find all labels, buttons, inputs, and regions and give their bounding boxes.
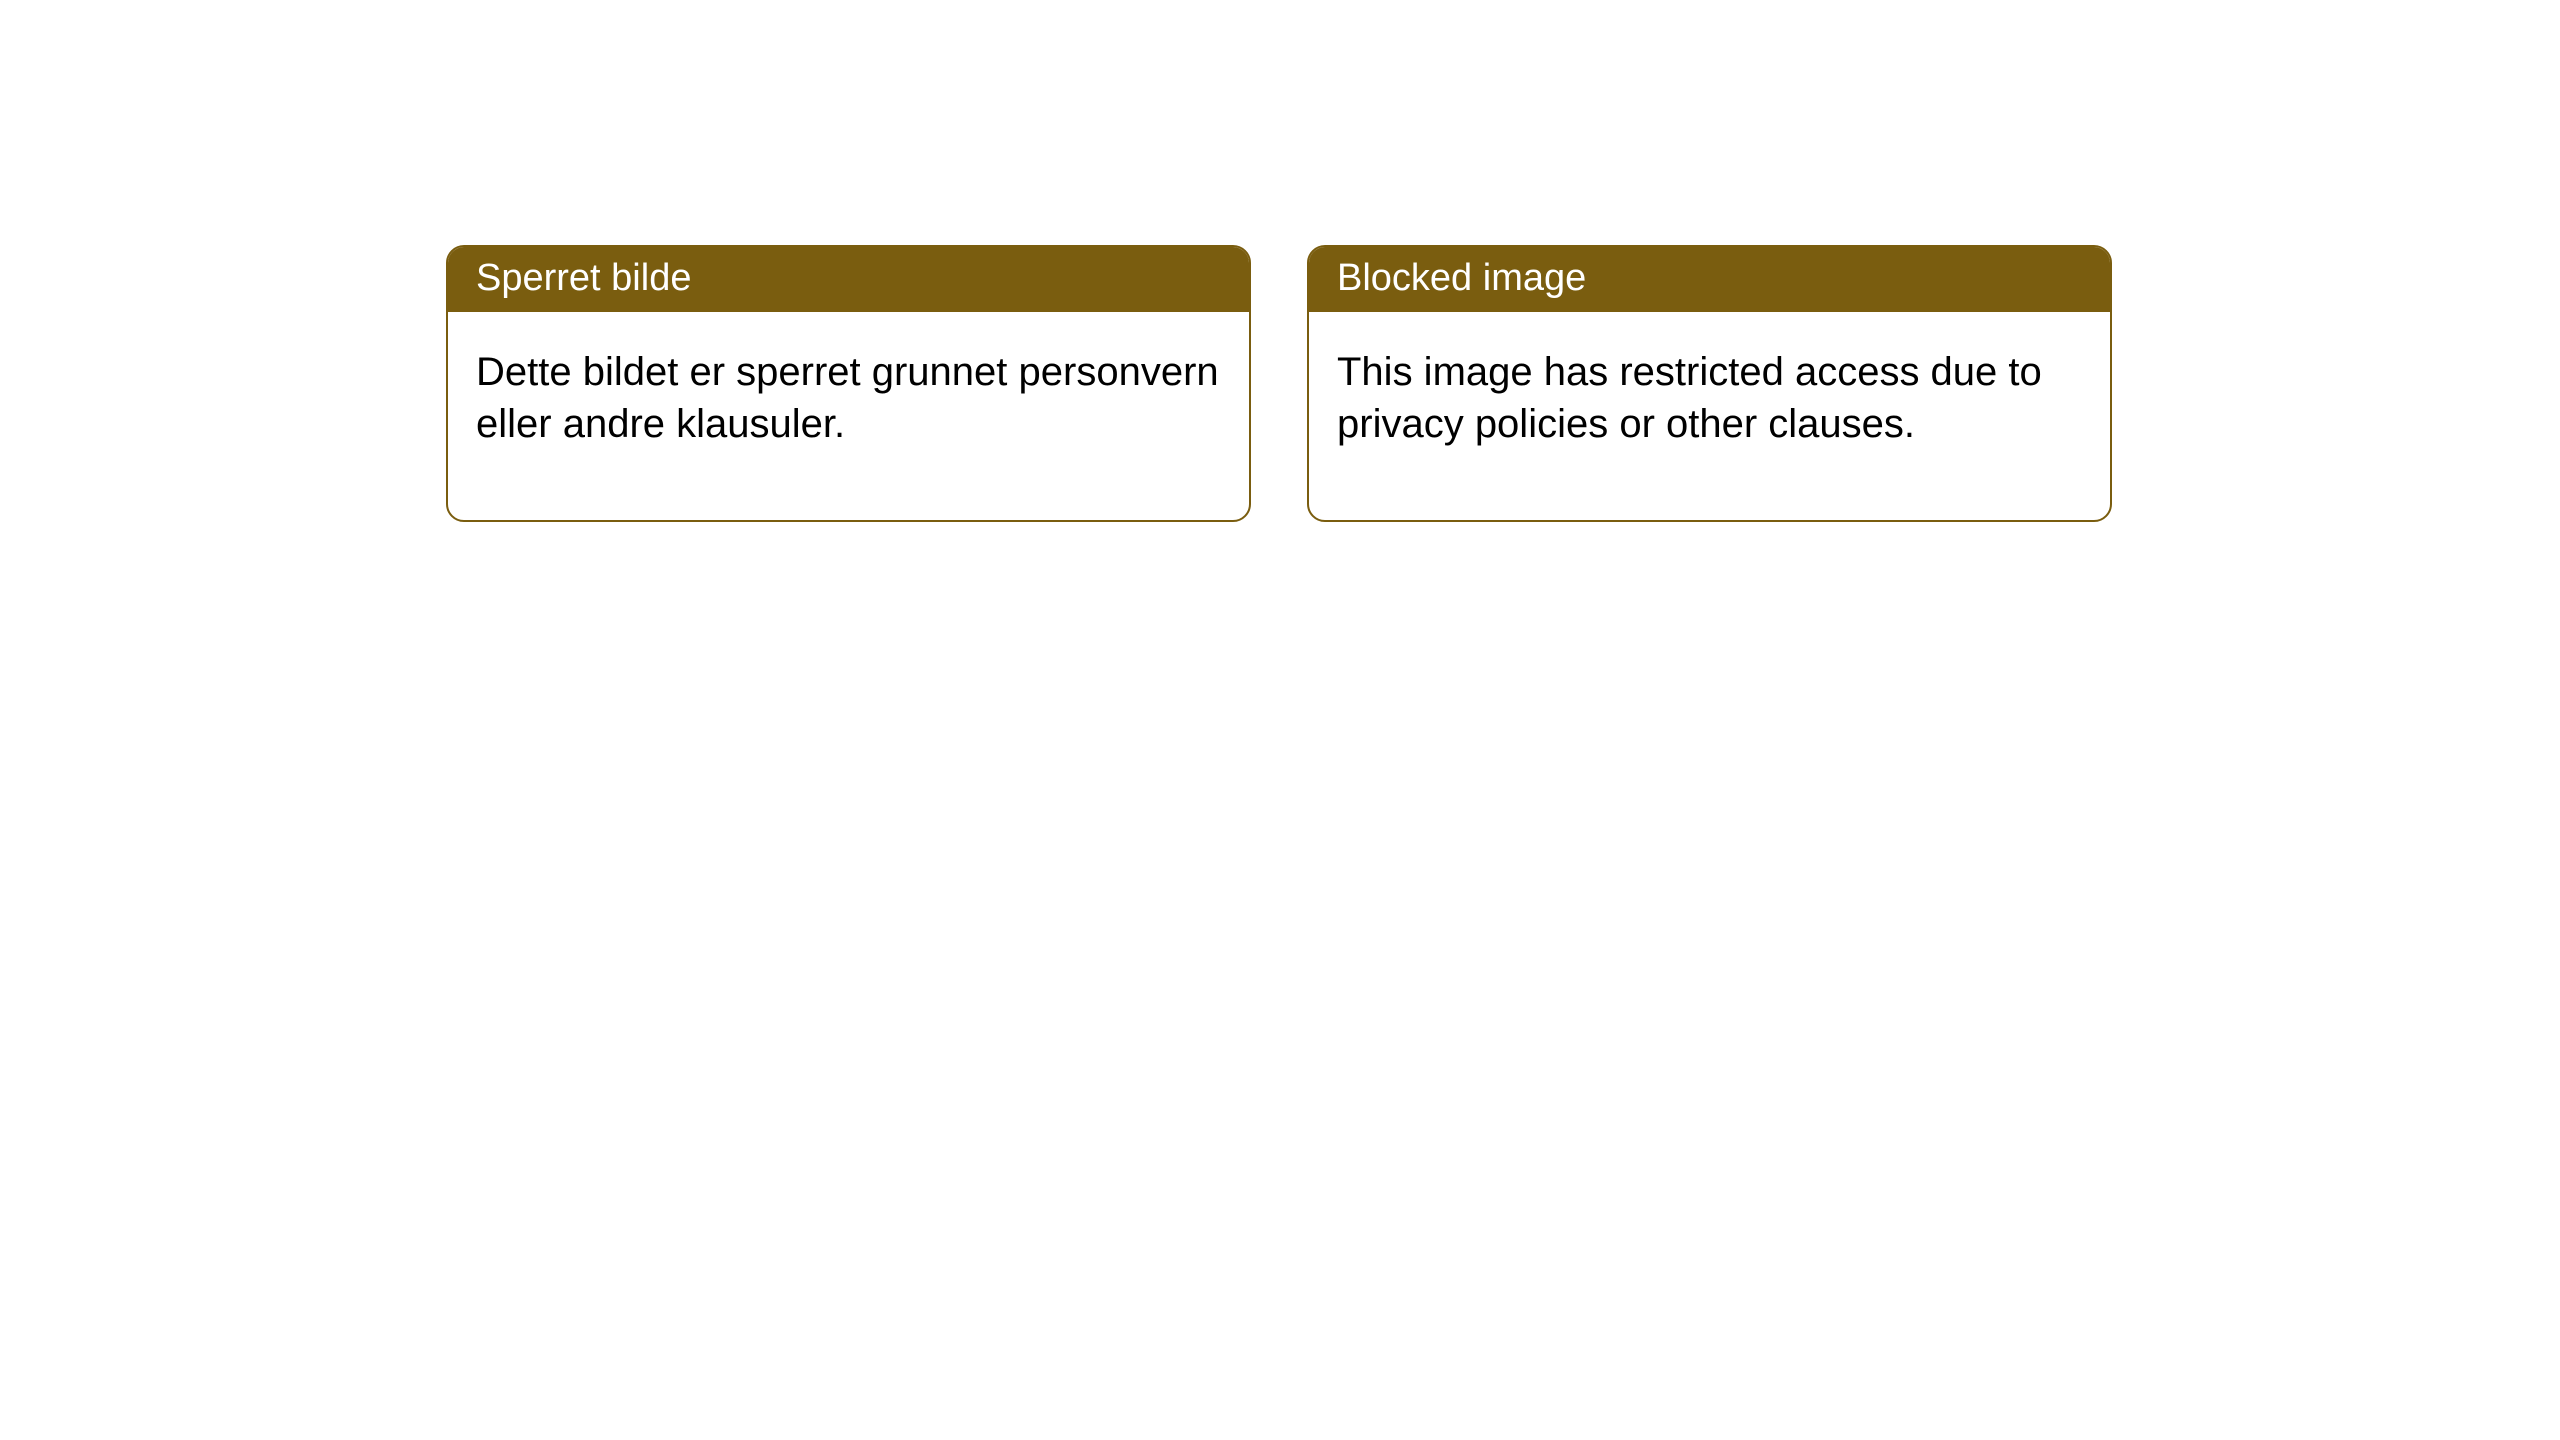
notice-card-norwegian: Sperret bilde Dette bildet er sperret gr… (446, 245, 1251, 522)
notice-text-english: This image has restricted access due to … (1337, 350, 2042, 446)
notice-card-english: Blocked image This image has restricted … (1307, 245, 2112, 522)
notice-body-norwegian: Dette bildet er sperret grunnet personve… (448, 312, 1249, 520)
notice-header-english: Blocked image (1309, 247, 2110, 312)
notice-title-english: Blocked image (1337, 257, 1586, 299)
notice-container: Sperret bilde Dette bildet er sperret gr… (446, 245, 2112, 522)
notice-header-norwegian: Sperret bilde (448, 247, 1249, 312)
notice-text-norwegian: Dette bildet er sperret grunnet personve… (476, 350, 1219, 446)
notice-title-norwegian: Sperret bilde (476, 257, 691, 299)
notice-body-english: This image has restricted access due to … (1309, 312, 2110, 520)
